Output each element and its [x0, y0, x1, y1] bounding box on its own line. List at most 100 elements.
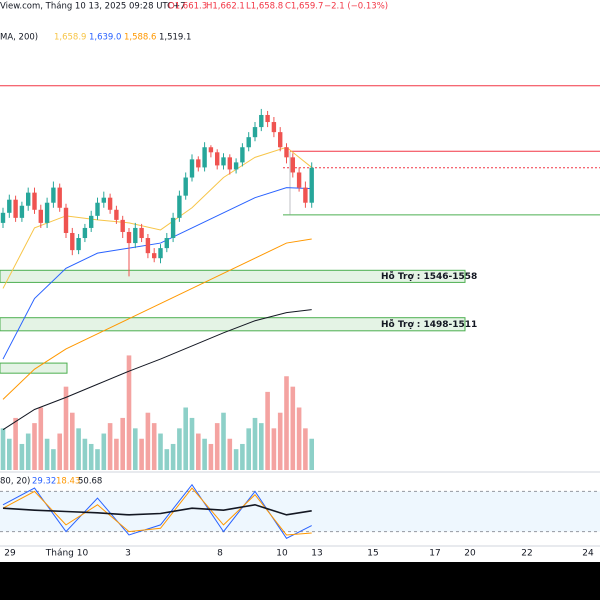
candle-body — [57, 187, 62, 208]
header-high: H1,662.1 — [206, 2, 245, 12]
candle-body — [303, 187, 308, 203]
volume-bar — [189, 417, 195, 470]
volume-bar — [246, 428, 251, 470]
candle-body — [139, 227, 144, 239]
moving-average — [2, 309, 312, 431]
candle-body — [246, 137, 251, 148]
header-open: O1,661.3 — [168, 2, 207, 12]
volume-bar — [208, 443, 214, 470]
volume-bar — [303, 428, 308, 470]
support-zone — [0, 362, 68, 374]
candle-body — [44, 202, 50, 223]
candle-body — [82, 227, 88, 239]
volume-bar — [19, 443, 25, 470]
header-change: −2.1 (−0.13%) — [324, 2, 388, 12]
volume-bar — [63, 386, 69, 470]
x-tick-label: 20 — [464, 549, 476, 559]
candle-body — [107, 197, 113, 210]
volume-bar — [277, 412, 283, 470]
candle-body — [227, 157, 232, 170]
volume-bar — [120, 417, 125, 470]
x-tick-label: 8 — [217, 549, 223, 559]
volume-bar — [32, 423, 37, 470]
x-tick-label: 29 — [4, 549, 16, 559]
candle-body — [208, 147, 214, 153]
volume-bar — [57, 433, 62, 470]
candle-body — [76, 238, 81, 251]
volume-bar — [196, 433, 201, 470]
ma-legend-name: MA, 200) — [0, 33, 38, 43]
candle-body — [133, 227, 138, 244]
candle-body — [170, 217, 176, 239]
candle-body — [63, 207, 69, 233]
candle-body — [164, 238, 169, 249]
candle-body — [26, 192, 31, 206]
support-label: Hỗ Trợ : 1546-1558 — [381, 271, 477, 282]
ma-legend-value: 1,639.0 — [89, 33, 121, 43]
ma-legend-value: 1,519.1 — [159, 33, 191, 43]
candle-body — [177, 195, 182, 218]
candle-body — [152, 253, 157, 259]
stoch-legend-value: 29.32 — [32, 477, 56, 487]
candle-body — [290, 157, 295, 173]
candle-body — [183, 177, 188, 196]
volume-bar — [227, 438, 233, 470]
volume-bar — [76, 428, 81, 470]
candle-body — [271, 122, 277, 133]
candle-body — [158, 248, 163, 259]
candle-body — [89, 215, 94, 228]
candle-body — [7, 199, 12, 213]
volume-bar — [296, 407, 302, 470]
volume-bar — [290, 386, 296, 470]
candle-body — [296, 172, 302, 188]
ma-legend-value: 1,588.6 — [124, 33, 156, 43]
volume-bar — [145, 412, 151, 470]
x-tick-label: 13 — [311, 549, 322, 559]
x-tick-label: Tháng 10 — [45, 549, 89, 559]
ma-legend-value: 1,658.9 — [54, 33, 86, 43]
candle-body — [32, 192, 37, 210]
x-tick-label: 3 — [125, 549, 131, 559]
candle-body — [189, 159, 195, 178]
candle-body — [38, 209, 43, 223]
volume-bar — [95, 449, 100, 470]
x-tick-label: 22 — [521, 549, 532, 559]
candle-body — [309, 167, 314, 203]
support-zone — [0, 269, 466, 283]
support-label: Hỗ Trợ : 1498-1511 — [381, 319, 477, 330]
stoch-band — [0, 491, 600, 532]
volume-bar — [82, 438, 88, 470]
candle-body — [70, 232, 75, 251]
volume-bar — [101, 433, 107, 470]
volume-bar — [139, 438, 144, 470]
volume-bar — [126, 355, 132, 470]
stoch-legend-value: 18.43 — [56, 477, 80, 487]
volume-bar — [221, 412, 226, 470]
stoch-line — [2, 483, 312, 539]
volume-bar — [284, 376, 289, 470]
volume-bar — [170, 443, 176, 470]
candle-body — [233, 162, 239, 170]
header-source: View.com, Tháng 10 13, 2025 09:28 UTC+7 — [0, 2, 186, 12]
volume-bar — [240, 443, 245, 470]
candle-body — [95, 202, 100, 216]
volume-bar — [88, 443, 94, 470]
candle-body — [196, 159, 201, 168]
volume-bar — [70, 412, 75, 470]
stoch-line — [2, 503, 312, 516]
candle-body — [202, 147, 207, 168]
candle-body — [278, 132, 283, 148]
candle-body — [114, 209, 119, 220]
volume-bar — [214, 423, 220, 470]
moving-average — [2, 146, 313, 289]
volume-bar — [177, 428, 182, 470]
volume-bar — [252, 417, 258, 470]
candle-body — [101, 197, 106, 203]
volume-bar — [151, 423, 157, 470]
header-low: L1,658.8 — [246, 2, 283, 12]
volume-bar — [202, 438, 207, 470]
x-tick-label: 10 — [276, 549, 288, 559]
moving-average — [2, 238, 312, 400]
candle-body — [19, 205, 25, 218]
